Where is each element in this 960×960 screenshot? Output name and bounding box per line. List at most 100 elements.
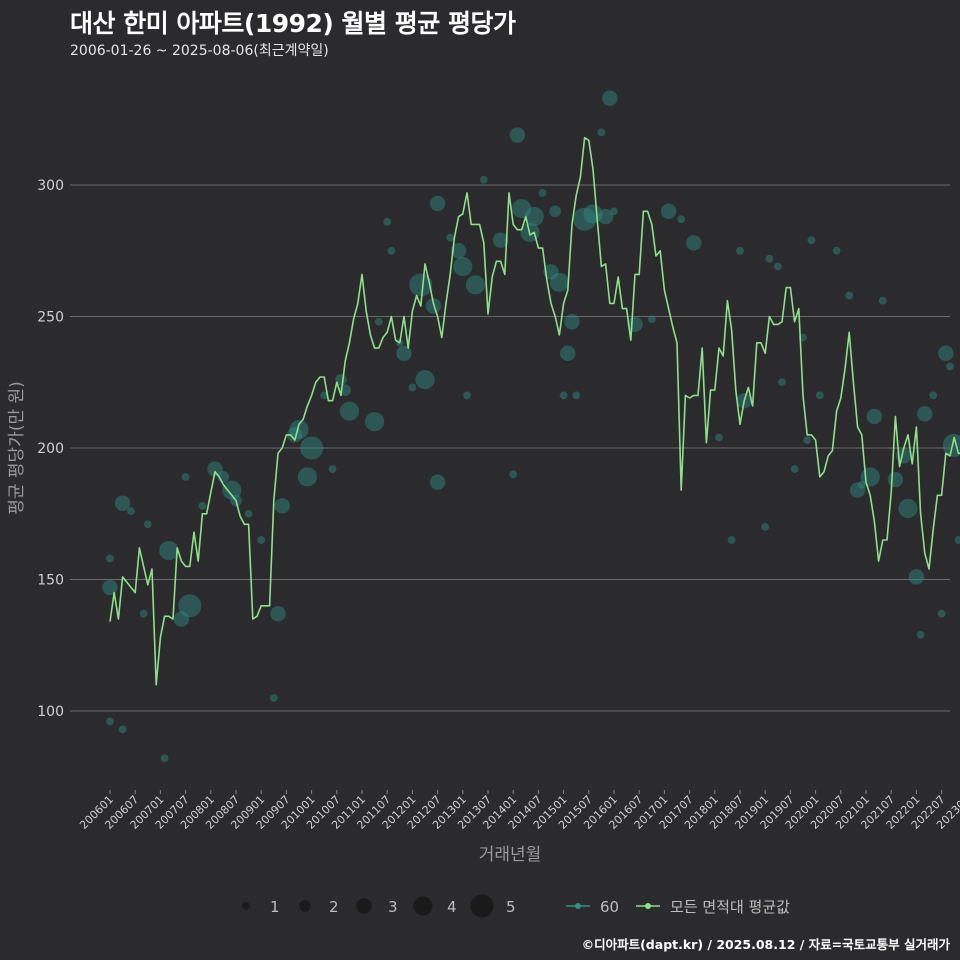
data-point [365,412,385,432]
data-point [908,569,925,585]
data-point [937,609,946,618]
data-point [807,236,816,245]
data-point [715,433,723,442]
legend-series-0-dot-icon [575,903,581,909]
data-point [860,467,880,487]
data-point [942,433,960,457]
data-point [896,448,912,464]
data-point [572,391,581,400]
data-point [244,509,253,518]
legend-series-1-dot-icon [645,903,651,909]
data-point [559,391,568,400]
data-point [453,256,473,277]
data-point [178,594,202,618]
x-axis-ticks: 2006012006072007012007072008012008072009… [77,790,960,832]
data-point [686,235,702,251]
legend-size-2-icon [299,900,311,912]
legend-size-label: 4 [447,898,457,916]
data-point [660,203,677,219]
data-point [270,605,286,622]
data-point [429,195,446,212]
data-point [509,470,518,479]
data-point [173,611,190,627]
data-point [815,391,824,400]
data-point [463,391,471,400]
data-point [597,208,614,225]
legend-size-label: 1 [270,898,280,916]
footer-source: ©디아파트(dapt.kr) / 2025.08.12 / 자료=국토교통부 실… [581,937,950,952]
average-line-path [109,136,960,686]
y-tick-label: 250 [37,310,64,326]
data-point [845,291,854,300]
legend-size-5-icon [470,894,494,918]
data-point [564,314,580,330]
data-point [677,215,686,224]
grid-lines [70,184,950,712]
data-point [602,90,618,106]
legend: 1 2 3 4 5 60 모든 면적대 평균값 [242,894,790,918]
data-point [409,273,433,297]
data-point [287,427,303,443]
data-point [736,246,744,255]
data-point [222,480,242,500]
data-point [274,498,290,514]
data-point [408,383,417,392]
data-point [383,217,392,226]
data-point [773,262,782,271]
data-point [289,419,309,440]
data-point [127,507,135,516]
legend-size-4-icon [413,896,433,916]
data-point [320,391,329,400]
data-point [538,188,547,197]
data-point [143,520,152,529]
legend-size-label: 3 [388,898,398,916]
y-tick-label: 300 [37,178,64,194]
data-point [139,609,148,618]
series-all-average-line [109,136,960,686]
data-point [866,408,883,425]
data-point [849,482,866,498]
data-point [597,128,606,137]
data-point [898,498,918,519]
data-point [160,754,169,763]
data-point [560,345,576,362]
data-point [857,480,866,489]
data-point [878,296,887,305]
chart-title: 대산 한미 아파트(1992) 월별 평균 평당가 [70,9,516,38]
legend-series-label: 60 [600,898,619,916]
data-point [887,471,904,488]
data-point [387,246,396,255]
data-point [106,717,114,726]
data-point [102,579,118,596]
data-point [946,362,954,371]
data-point [509,127,526,143]
data-point [114,495,131,511]
data-point [297,467,317,487]
data-point [207,461,223,477]
data-point [778,378,786,387]
data-point [374,317,383,326]
data-point [832,246,841,255]
data-point [549,272,570,292]
data-point [524,206,544,227]
data-point [549,205,561,218]
data-point [198,501,207,510]
data-point [328,465,337,473]
data-point [396,345,412,362]
data-point [446,233,455,242]
legend-series-label: 모든 면적대 평균값 [670,898,790,916]
data-point [938,345,954,362]
data-point [917,406,933,422]
data-point [106,554,114,563]
data-point [429,474,446,490]
data-point [450,243,467,259]
data-point [479,175,488,184]
data-point [492,232,509,248]
y-tick-label: 200 [37,441,64,457]
data-point [954,536,960,544]
y-axis-label: 평균 평당가(만 원) [7,381,27,515]
data-point [916,630,925,639]
data-point [159,540,179,561]
legend-size-label: 5 [506,898,516,916]
data-point [511,199,532,219]
